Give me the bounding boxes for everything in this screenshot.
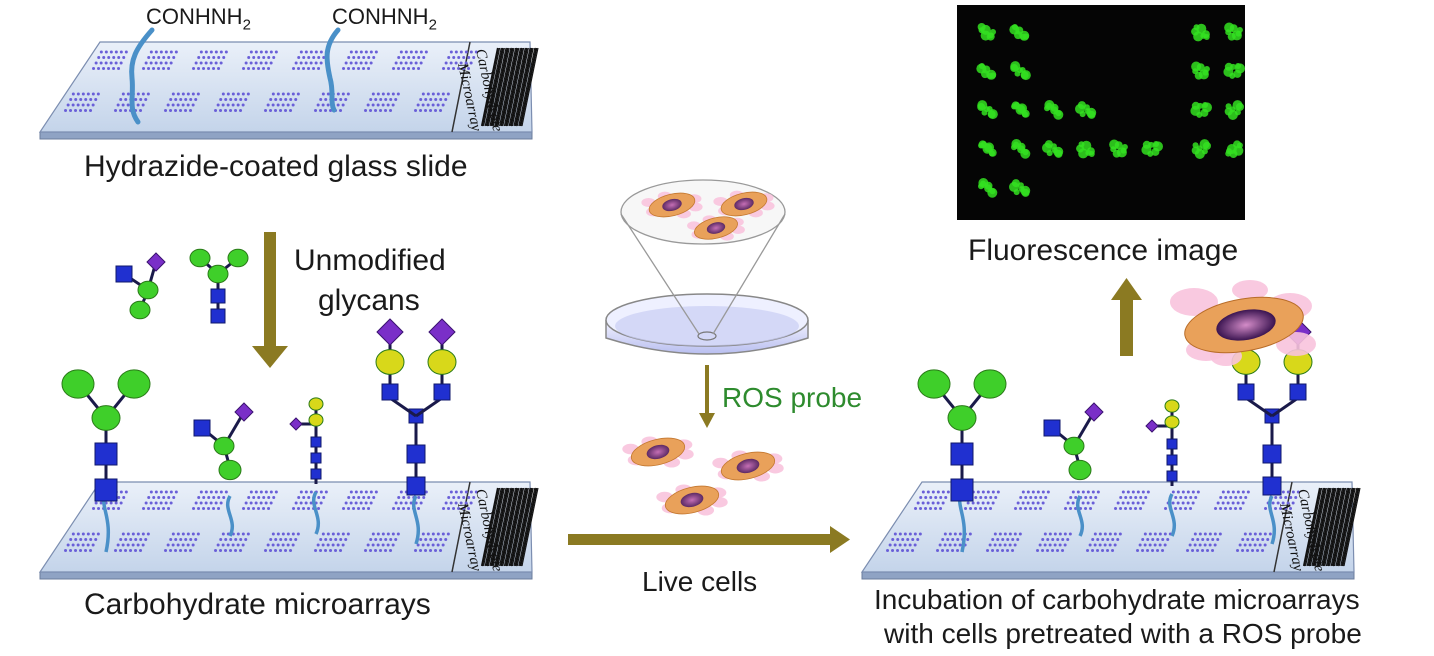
arrow-down-glycans (252, 232, 288, 368)
hydrazide-linker-1 (129, 27, 155, 125)
glycans-label-line1: Unmodified (294, 244, 446, 277)
arrow-up-fluorescence (1111, 278, 1142, 356)
bound-cell (1170, 280, 1316, 366)
fluorescence-image (957, 5, 1245, 220)
live-cells-label: Live cells (642, 566, 758, 597)
slide-title: Hydrazide-coated glass slide (84, 150, 468, 183)
microarray-title: Carbohydrate microarrays (84, 588, 431, 621)
ros-probe-label: ROS probe (722, 382, 863, 413)
hydrazide-linker-2 (324, 27, 341, 113)
fluorescence-label: Fluorescence image (968, 234, 1239, 267)
chemical-group-label-1: CONHNH2 (146, 4, 251, 34)
chemical-group-label-2: CONHNH2 (332, 4, 437, 34)
petri-dish (605, 293, 809, 355)
arrow-down-ros (699, 365, 715, 428)
glycans-label-line2: glycans (318, 284, 420, 317)
arrow-right-live-cells (568, 526, 850, 553)
live-cells (622, 436, 784, 516)
incubation-label-line1: Incubation of carbohydrate microarrays (874, 584, 1360, 615)
incubation-label-line2: with cells pretreated with a ROS probe (884, 618, 1362, 649)
cells-in-dish (641, 190, 775, 241)
